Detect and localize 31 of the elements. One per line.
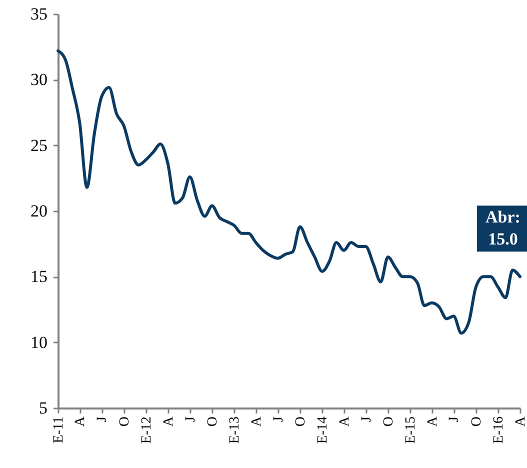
y-tick-label: 20 xyxy=(30,202,48,220)
x-tick-label: J xyxy=(447,416,462,422)
x-tick-label: A xyxy=(249,416,264,427)
y-tick-label: 10 xyxy=(30,332,48,352)
x-tick-label: O xyxy=(469,416,484,427)
x-tick-label: E-14 xyxy=(316,416,331,444)
y-tick-label: 35 xyxy=(30,4,48,24)
x-tick-label: A xyxy=(73,416,88,427)
x-tick-label: A xyxy=(425,416,440,427)
y-tick-label: 5 xyxy=(39,398,48,418)
y-tick-label: 25 xyxy=(30,136,48,155)
x-tick-label: O xyxy=(117,416,132,427)
x-tick-label: J xyxy=(183,416,198,422)
x-tick-label: J xyxy=(95,416,110,422)
x-tick-label: E-15 xyxy=(404,416,419,444)
x-tick-label: O xyxy=(206,416,220,427)
x-tick-label: O xyxy=(381,416,396,427)
y-tick-label: 15 xyxy=(30,267,48,286)
x-tick-label: A xyxy=(161,416,176,427)
x-tick-label: A xyxy=(514,416,527,427)
y-tick-label: 30 xyxy=(30,70,48,90)
x-tick-label: E-13 xyxy=(228,416,243,444)
x-tick-label: A xyxy=(337,416,352,427)
annotation: Abr: 15.0 xyxy=(486,208,520,249)
x-tick-label: O xyxy=(293,416,308,427)
x-tick-label: E-11 xyxy=(52,416,66,444)
line-series xyxy=(56,49,522,335)
x-tick-label: E-12 xyxy=(139,416,154,444)
x-tick-label: E-16 xyxy=(492,416,507,444)
x-tick-label: J xyxy=(271,416,286,422)
x-tick-label: J xyxy=(359,416,374,422)
